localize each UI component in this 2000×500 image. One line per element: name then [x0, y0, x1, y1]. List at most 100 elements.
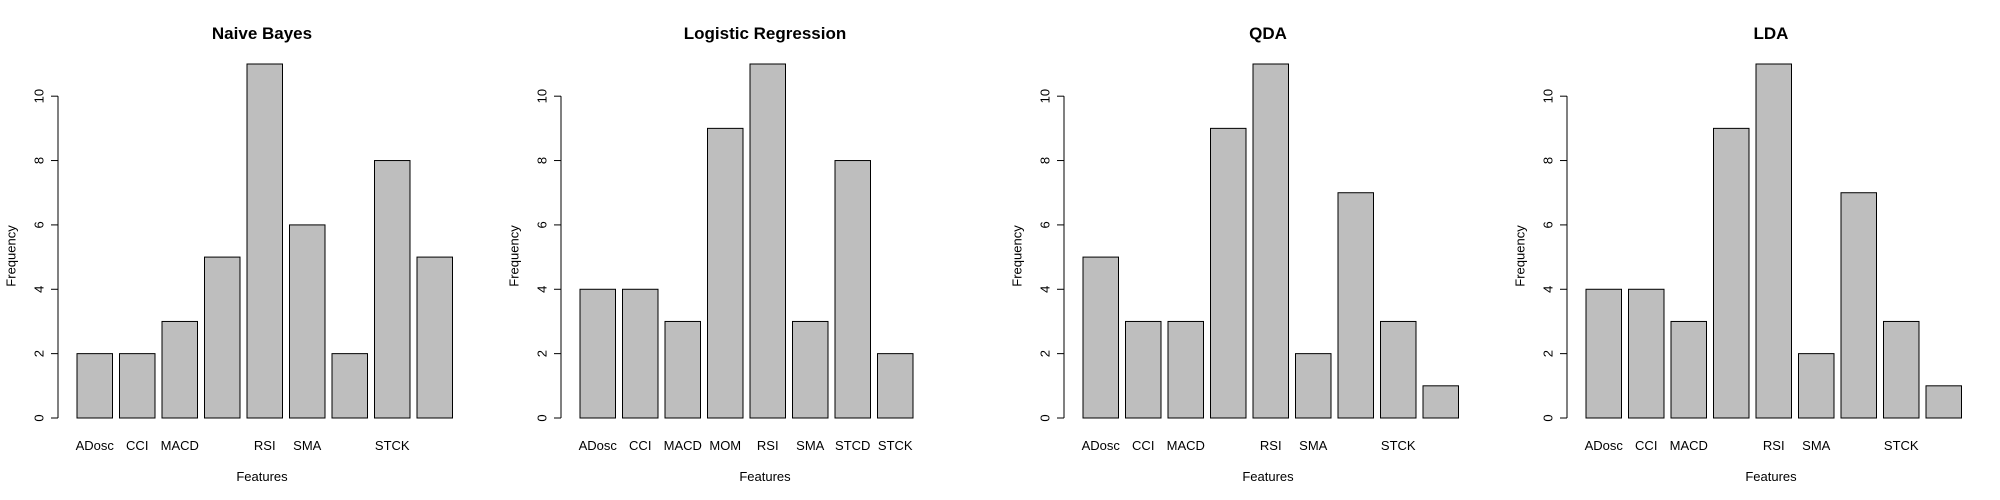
- bar: [749, 63, 786, 419]
- chart-title: Naive Bayes: [212, 24, 312, 43]
- y-tick-label: 8: [534, 157, 549, 164]
- y-tick-label: 0: [1037, 414, 1052, 421]
- y-tick-label: 6: [31, 221, 46, 228]
- y-tick-label: 2: [534, 350, 549, 357]
- x-tick-label: MACD: [664, 438, 702, 453]
- bar: [1210, 127, 1247, 419]
- x-tick-label: RSI: [1763, 438, 1785, 453]
- y-tick-label: 8: [1037, 157, 1052, 164]
- bar: [792, 320, 829, 419]
- bar: [161, 320, 198, 419]
- bar: [834, 160, 871, 419]
- bar: [246, 63, 283, 419]
- y-tick-label: 10: [1540, 89, 1555, 103]
- x-tick-label: SMA: [1299, 438, 1328, 453]
- x-axis-label: Features: [1242, 469, 1294, 484]
- y-tick-label: 4: [534, 286, 549, 293]
- x-tick-label: SMA: [1802, 438, 1831, 453]
- bar: [664, 320, 701, 419]
- y-tick-label: 6: [1540, 221, 1555, 228]
- bar: [289, 224, 326, 419]
- y-axis-label: Frequency: [1512, 225, 1527, 287]
- bar: [1082, 256, 1119, 419]
- bar: [1422, 385, 1459, 419]
- bar: [1337, 192, 1374, 419]
- bar: [204, 256, 241, 419]
- x-tick-label: SMA: [796, 438, 825, 453]
- x-tick-label: MACD: [161, 438, 199, 453]
- x-tick-label: CCI: [1635, 438, 1657, 453]
- y-axis-label: Frequency: [506, 225, 521, 287]
- y-tick-label: 10: [31, 89, 46, 103]
- x-tick-label: STCK: [1884, 438, 1919, 453]
- bar: [1295, 353, 1332, 419]
- bar: [1883, 320, 1920, 419]
- bar: [1167, 320, 1204, 419]
- chart-title: LDA: [1754, 24, 1789, 43]
- x-tick-label: STCD: [835, 438, 870, 453]
- chart-panel-2: QDA 0 2 4 6 8 10 Frequency ADosc CCI MACD RSI SMA STC…: [1009, 24, 1459, 484]
- bar: [119, 353, 156, 419]
- bar: [1798, 353, 1835, 419]
- x-tick-label: RSI: [254, 438, 276, 453]
- y-tick-label: 10: [534, 89, 549, 103]
- bar: [1713, 127, 1750, 419]
- y-tick-label: 2: [31, 350, 46, 357]
- y-tick-label: 10: [1037, 89, 1052, 103]
- bar: [707, 127, 744, 419]
- x-tick-label: SMA: [293, 438, 322, 453]
- x-tick-label: STCK: [375, 438, 410, 453]
- chart-title: QDA: [1249, 24, 1287, 43]
- bar: [1125, 320, 1162, 419]
- x-axis-label: Features: [1745, 469, 1797, 484]
- x-tick-label: CCI: [126, 438, 148, 453]
- y-tick-label: 4: [1540, 286, 1555, 293]
- y-tick-label: 8: [31, 157, 46, 164]
- x-tick-label: ADosc: [1585, 438, 1624, 453]
- bar: [1252, 63, 1289, 419]
- x-tick-label: MACD: [1167, 438, 1205, 453]
- x-axis-label: Features: [236, 469, 288, 484]
- x-tick-label: ADosc: [1082, 438, 1121, 453]
- bar: [76, 353, 113, 419]
- y-tick-label: 4: [1037, 286, 1052, 293]
- bar: [1925, 385, 1962, 419]
- bar: [374, 160, 411, 419]
- x-tick-label: MOM: [709, 438, 741, 453]
- bar: [1585, 288, 1622, 419]
- bar: [1755, 63, 1792, 419]
- y-axis-label: Frequency: [1009, 225, 1024, 287]
- bar: [1380, 320, 1417, 419]
- chart-title: Logistic Regression: [684, 24, 846, 43]
- y-tick-label: 0: [1540, 414, 1555, 421]
- y-tick-label: 6: [1037, 221, 1052, 228]
- x-tick-label: RSI: [1260, 438, 1282, 453]
- x-tick-label: ADosc: [579, 438, 618, 453]
- x-tick-label: RSI: [757, 438, 779, 453]
- y-tick-label: 0: [534, 414, 549, 421]
- bar: [877, 353, 914, 419]
- y-tick-label: 6: [534, 221, 549, 228]
- x-tick-label: CCI: [629, 438, 651, 453]
- bar: [416, 256, 453, 419]
- chart-panel-1: Logistic Regression 0 2 4 6 8 10 Frequency ADosc…: [506, 24, 914, 484]
- x-tick-label: STCK: [878, 438, 913, 453]
- y-tick-label: 8: [1540, 157, 1555, 164]
- bar: [1840, 192, 1877, 419]
- bar: [579, 288, 616, 419]
- y-tick-label: 0: [31, 414, 46, 421]
- bar: [1628, 288, 1665, 419]
- bar: [622, 288, 659, 419]
- chart-panel-3: LDA 0 2 4 6 8 10 Frequency ADosc CCI MACD RSI SMA STC…: [1512, 24, 1962, 484]
- x-tick-label: MACD: [1670, 438, 1708, 453]
- x-tick-label: STCK: [1381, 438, 1416, 453]
- bar: [331, 353, 368, 419]
- bar: [1670, 320, 1707, 419]
- x-tick-label: ADosc: [76, 438, 115, 453]
- chart-panel-0: Naive Bayes 0 2 4 6 8 10 Frequency ADosc CCI MACD R…: [3, 24, 453, 484]
- x-tick-label: CCI: [1132, 438, 1154, 453]
- y-tick-label: 2: [1540, 350, 1555, 357]
- y-axis-label: Frequency: [3, 225, 18, 287]
- x-axis-label: Features: [739, 469, 791, 484]
